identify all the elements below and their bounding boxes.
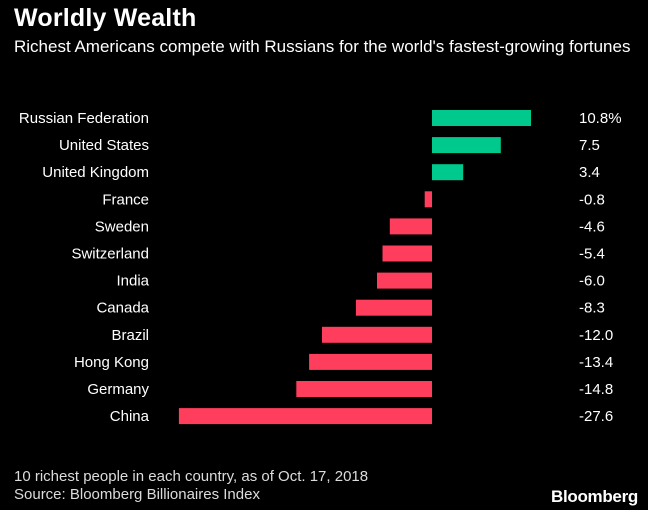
value-label-hong-kong: -13.4 — [579, 354, 613, 371]
bar-united-states — [432, 137, 501, 154]
chart-source: Source: Bloomberg Billionaires Index — [14, 486, 260, 503]
bar-canada — [355, 299, 432, 316]
category-label-switzerland: Switzerland — [71, 246, 149, 263]
bar-chart: Russian Federation 10.8% United States 7.5 U… — [19, 110, 622, 425]
category-label-united-kingdom: United Kingdom — [42, 164, 149, 181]
value-label-brazil: -12.0 — [579, 327, 613, 344]
category-label-brazil: Brazil — [111, 327, 149, 344]
category-label-hong-kong: Hong Kong — [74, 354, 149, 371]
value-label-china: -27.6 — [579, 408, 613, 425]
value-label-united-states: 7.5 — [579, 137, 600, 154]
chart-footnote: 10 richest people in each country, as of… — [14, 468, 369, 485]
bar-united-kingdom — [432, 164, 464, 181]
category-label-germany: Germany — [87, 381, 149, 398]
category-label-united-states: United States — [59, 137, 149, 154]
value-label-russian-federation: 10.8% — [579, 110, 622, 127]
value-label-france: -0.8 — [579, 191, 605, 208]
value-label-united-kingdom: 3.4 — [579, 164, 600, 181]
bar-germany — [296, 381, 432, 397]
bar-brazil — [322, 326, 432, 343]
bar-russian-federation — [432, 110, 531, 126]
category-label-india: India — [116, 273, 149, 290]
value-label-india: -6.0 — [579, 273, 605, 290]
category-label-china: China — [110, 408, 150, 425]
value-label-germany: -14.8 — [579, 381, 613, 398]
category-label-france: France — [102, 191, 149, 208]
value-label-switzerland: -5.4 — [579, 246, 605, 263]
chart-title: Worldly Wealth — [14, 4, 197, 32]
bar-hong-kong — [309, 353, 432, 370]
category-label-russian-federation: Russian Federation — [19, 110, 149, 127]
bar-china — [178, 408, 432, 425]
bar-india — [377, 272, 432, 289]
bar-switzerland — [382, 245, 432, 262]
bar-france — [424, 191, 432, 208]
value-label-canada: -8.3 — [579, 300, 605, 317]
bloomberg-logo: Bloomberg — [550, 487, 638, 506]
value-label-sweden: -4.6 — [579, 218, 605, 235]
category-label-canada: Canada — [96, 300, 149, 317]
chart-subtitle: Richest Americans compete with Russians … — [14, 37, 631, 56]
category-label-sweden: Sweden — [95, 218, 149, 235]
bar-sweden — [389, 218, 432, 235]
